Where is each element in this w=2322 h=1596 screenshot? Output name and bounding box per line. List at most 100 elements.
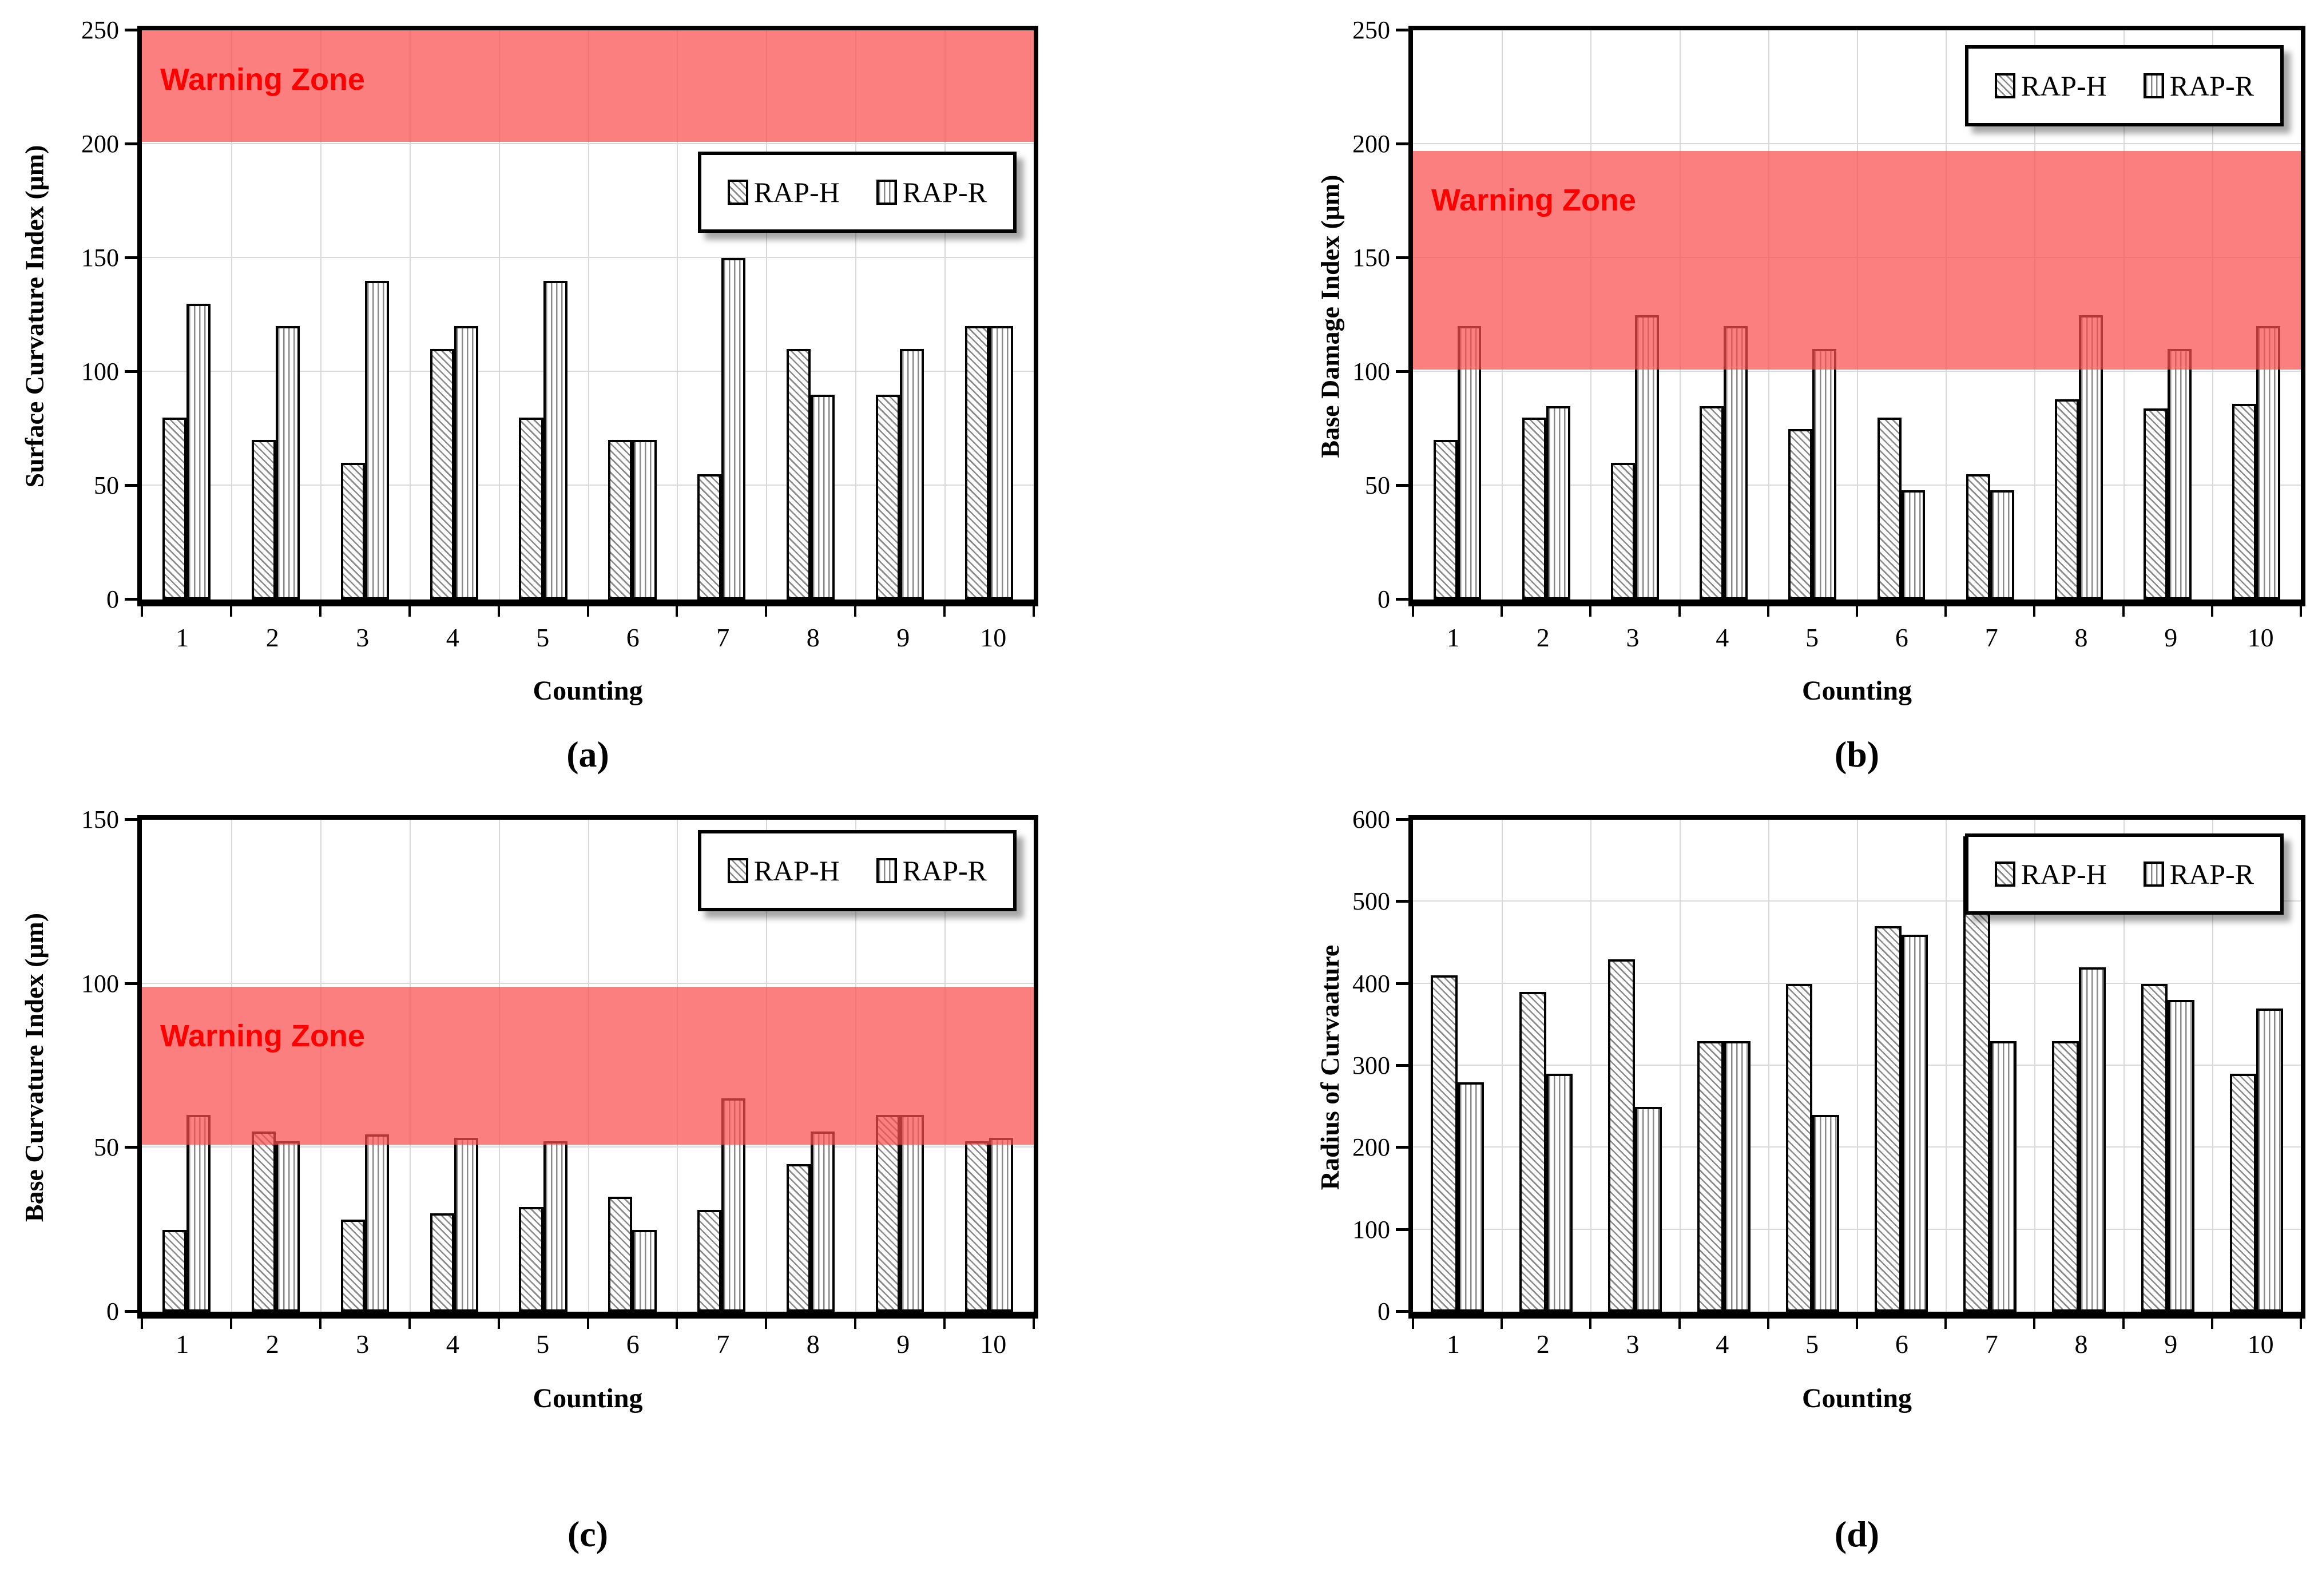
v-gridline xyxy=(2034,820,2036,1312)
x-tick-label-3: 3 xyxy=(1626,1329,1640,1359)
y-axis-title: Base Damage Index (μm) xyxy=(1315,174,1345,458)
bar-rap-h-10 xyxy=(2232,403,2257,600)
bar-rap-r-7 xyxy=(721,258,746,600)
plot-area: 0 50 100 150 Warning Zone RAP-H RAP-R xyxy=(81,805,1038,1329)
bar-rap-r-3 xyxy=(364,280,389,600)
bar-rap-h-6 xyxy=(1875,926,1902,1312)
bar-rap-h-10 xyxy=(2229,1074,2257,1312)
bar-rap-r-4 xyxy=(454,1138,478,1312)
bar-rap-h-7 xyxy=(697,474,722,600)
bar-rap-r-6 xyxy=(1901,490,1926,600)
panel-c: Base Curvature Index (μm) 0 50 100 150 Warn… xyxy=(0,798,1161,1596)
y-tick-mark xyxy=(125,142,142,145)
bar-rap-r-2 xyxy=(1546,406,1570,600)
plot-area: 0 100 200 300 400 500 600 RAP-H RAP-R xyxy=(1352,805,2305,1329)
bar-rap-h-10 xyxy=(964,326,990,600)
panel-letter: (c) xyxy=(567,1514,609,1554)
y-tick-label: 150 xyxy=(1352,244,1390,272)
v-gridline xyxy=(2212,820,2213,1312)
bar-rap-h-6 xyxy=(1877,417,1902,600)
y-tick-mark xyxy=(125,982,142,985)
x-tick-label-7: 7 xyxy=(1984,623,1998,652)
y-tick-mark xyxy=(1396,900,1413,903)
legend-item-rap-h: RAP-H xyxy=(1994,857,2107,891)
y-axis-title: Base Curvature Index (μm) xyxy=(19,912,49,1222)
x-tick-label-7: 7 xyxy=(1984,1329,1998,1359)
x-tick-mark xyxy=(319,1319,321,1329)
plot-area: 0 50 100 150 200 250 Warning Zone RAP-H RAP-R xyxy=(1352,16,2305,617)
x-tick-label-8: 8 xyxy=(806,1329,820,1359)
legend-swatch-rap-r-icon xyxy=(876,858,897,883)
x-tick-label-2: 2 xyxy=(1536,1329,1550,1359)
x-tick-label-1: 1 xyxy=(1446,1329,1460,1359)
x-tick-label-4: 4 xyxy=(1716,623,1729,652)
bar-rap-r-9 xyxy=(900,349,924,600)
warning-zone: Warning Zone xyxy=(142,30,1034,142)
x-tick-label-4: 4 xyxy=(446,623,459,652)
x-tick-label-6: 6 xyxy=(1895,1329,1908,1359)
x-tick-mark xyxy=(1589,1319,1592,1329)
warning-zone-label: Warning Zone xyxy=(1431,182,1636,217)
y-tick-label: 250 xyxy=(81,16,119,44)
y-tick-mark xyxy=(125,256,142,259)
legend: RAP-H RAP-R xyxy=(1964,833,2284,915)
bar-rap-h-2 xyxy=(1522,417,1546,600)
x-tick-mark xyxy=(1033,1319,1035,1329)
v-gridline xyxy=(498,30,500,600)
x-tick-mark xyxy=(2122,606,2125,617)
bar-rap-r-8 xyxy=(811,1131,835,1312)
x-tick-mark xyxy=(676,606,678,617)
x-tick-mark xyxy=(1678,606,1681,617)
y-tick-mark xyxy=(125,1310,142,1313)
y-tick-label: 300 xyxy=(1352,1051,1390,1079)
bar-rap-h-2 xyxy=(251,1131,276,1312)
bar-rap-r-1 xyxy=(186,1115,211,1312)
bar-rap-r-7 xyxy=(1990,1041,2017,1312)
bar-rap-h-1 xyxy=(162,1229,186,1312)
bar-rap-h-1 xyxy=(1433,440,1458,600)
x-tick-label-6: 6 xyxy=(626,623,640,652)
v-gridline xyxy=(2123,820,2125,1312)
x-tick-label-6: 6 xyxy=(1895,623,1908,652)
x-tick-mark xyxy=(2210,1319,2213,1329)
legend-label-rap-r: RAP-R xyxy=(2169,858,2254,890)
bar-rap-h-4 xyxy=(1700,406,1724,600)
y-tick-mark xyxy=(125,29,142,31)
y-tick-label: 0 xyxy=(106,1297,119,1325)
bar-rap-h-4 xyxy=(430,349,454,600)
legend-label-rap-r: RAP-R xyxy=(902,176,987,208)
panel-letter: (b) xyxy=(1834,734,1880,775)
x-tick-mark xyxy=(586,606,589,617)
bar-rap-h-3 xyxy=(340,463,365,600)
x-tick-mark xyxy=(141,1319,143,1329)
x-tick-mark xyxy=(408,1319,411,1329)
legend: RAP-H RAP-R xyxy=(1964,45,2284,126)
bar-rap-r-10 xyxy=(2256,326,2281,600)
y-tick-label: 100 xyxy=(1352,358,1390,386)
x-tick-mark xyxy=(1412,606,1414,617)
v-gridline xyxy=(409,30,411,600)
v-gridline xyxy=(766,30,768,600)
x-tick-label-4: 4 xyxy=(446,1329,459,1359)
x-tick-mark xyxy=(2033,1319,2036,1329)
plot-area: 0 50 100 150 200 250 Warning Zone RAP-H RAP-R xyxy=(81,16,1038,617)
bar-rap-r-8 xyxy=(811,394,835,600)
bar-rap-h-5 xyxy=(519,1206,543,1312)
y-tick-label: 50 xyxy=(1365,471,1390,499)
x-tick-labels: 1 2 3 4 5 6 7 8 9 10 xyxy=(1408,621,2305,661)
bar-rap-r-4 xyxy=(454,326,478,600)
x-tick-mark xyxy=(943,606,946,617)
bar-rap-h-8 xyxy=(787,1164,811,1312)
x-tick-mark xyxy=(1944,606,1947,617)
warning-zone: Warning Zone xyxy=(142,987,1034,1145)
x-tick-mark xyxy=(854,1319,857,1329)
y-tick-mark xyxy=(125,818,142,821)
bar-rap-r-9 xyxy=(900,1115,924,1312)
panel-letter: (d) xyxy=(1834,1514,1880,1554)
x-axis-title: Counting xyxy=(1801,676,1912,706)
y-tick-label: 600 xyxy=(1352,805,1390,833)
legend-label-rap-r: RAP-R xyxy=(2169,70,2254,102)
bar-rap-r-1 xyxy=(1457,1082,1485,1312)
v-gridline xyxy=(1502,820,1503,1312)
legend-swatch-rap-h-icon xyxy=(1994,73,2015,98)
